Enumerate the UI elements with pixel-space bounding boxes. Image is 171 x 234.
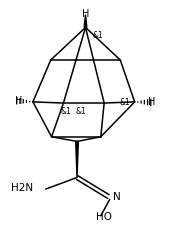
Text: &1: &1 [75,107,86,116]
Text: H: H [15,96,23,106]
Text: H: H [148,97,156,107]
Text: &1: &1 [92,31,103,40]
Text: N: N [113,192,120,202]
Text: &1: &1 [119,98,130,107]
Polygon shape [76,141,78,177]
Text: H: H [82,9,89,19]
Text: H2N: H2N [11,183,33,193]
Text: HO: HO [96,212,112,223]
Polygon shape [84,15,87,27]
Text: &1: &1 [60,107,71,116]
